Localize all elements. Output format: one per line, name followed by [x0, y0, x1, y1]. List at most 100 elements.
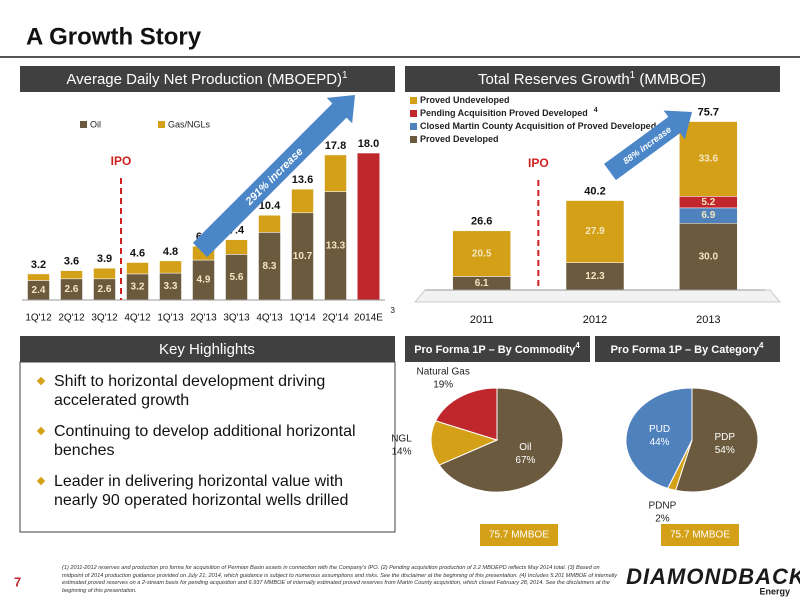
pie-slice — [438, 387, 564, 493]
total-label: 75.7 MMBOE — [670, 530, 730, 541]
slice-label: 19% — [433, 379, 453, 390]
bar-segment — [258, 214, 281, 233]
x-tick-label: 2011 — [470, 314, 494, 326]
legend-name: Closed Martin County Acquisition of Prov… — [420, 121, 656, 131]
total-label: 13.6 — [292, 174, 313, 186]
slice-label: 44% — [650, 437, 670, 448]
highlight-item: Leader in delivering horizontal value wi… — [36, 472, 366, 510]
legend-label: Oil — [90, 119, 101, 129]
x-tick-label: 4Q'12 — [124, 313, 151, 324]
pie-slice — [430, 420, 499, 466]
footnote: (1) 2011-2012 reserves and production pr… — [62, 565, 618, 594]
legend-label: Closed Martin County Acquisition of Prov… — [420, 120, 666, 132]
segment-label: 2.6 — [98, 284, 112, 295]
segment-label: 12.3 — [585, 271, 605, 282]
segment-label: 33.6 — [699, 154, 719, 165]
slice-label: 14% — [391, 446, 411, 457]
highlights-title: Key Highlights — [159, 341, 255, 358]
header-bar — [405, 336, 590, 362]
legend-label: Pending Acquisition Proved Developed 4 — [420, 107, 598, 119]
bar-segment — [452, 230, 511, 277]
segment-label: 2.6 — [65, 284, 79, 295]
arrow-shape — [192, 94, 356, 258]
segment-label: 6.1 — [475, 278, 489, 289]
legend-name: Proved Developed — [420, 134, 499, 144]
segment-label: 6.9 — [701, 210, 715, 221]
slide-title: A Growth Story — [26, 23, 202, 50]
total-label: 10.4 — [259, 200, 281, 212]
x-tick-label: 4Q'13 — [256, 313, 283, 324]
total-label: 3.2 — [31, 259, 46, 271]
legend-swatch — [158, 121, 165, 128]
bar-segment — [225, 239, 248, 255]
slice-name: Oil — [519, 442, 531, 453]
legend-label: Gas/NGLs — [168, 119, 211, 129]
category-note: 3 — [391, 306, 396, 315]
segment-label: 8.3 — [263, 261, 277, 272]
highlight-text: Leader in delivering horizontal value wi… — [54, 473, 349, 509]
arrow-shape — [604, 110, 693, 181]
x-tick-label: 2014E — [354, 313, 383, 324]
logo-tagline: Energy — [759, 586, 790, 596]
legend-swatch — [410, 110, 417, 117]
chart-title: Pro Forma 1P – By Category4 — [611, 341, 764, 356]
estimate-bar — [357, 153, 380, 300]
bar-segment — [679, 223, 738, 291]
bar-segment — [679, 121, 738, 197]
slice-name: Natural Gas — [417, 366, 470, 377]
legend-note: 4 — [594, 107, 598, 114]
chart-title: Pro Forma 1P – By Commodity4 — [414, 341, 580, 356]
bar-segment — [291, 188, 314, 214]
page-number: 7 — [14, 574, 21, 589]
legend-label: Proved Undeveloped — [420, 95, 510, 105]
total-box — [480, 524, 558, 546]
total-label: 26.6 — [471, 216, 492, 228]
slice-name: NGL — [391, 433, 412, 444]
title-text: Pro Forma 1P – By Category — [611, 344, 760, 356]
title-suffix: (MMBOE) — [635, 71, 706, 88]
header-bar — [20, 336, 395, 362]
segment-label: 13.3 — [326, 240, 346, 251]
total-label: 3.9 — [97, 253, 112, 265]
total-label: 17.8 — [325, 140, 346, 152]
bar-segment — [159, 260, 182, 274]
bullet — [36, 476, 46, 486]
pie-slice — [674, 387, 759, 493]
bar-segment — [27, 273, 50, 281]
title-note: 4 — [575, 341, 580, 350]
segment-label: 2.4 — [32, 285, 46, 296]
header-bar — [595, 336, 780, 362]
chart-title: Average Daily Net Production (MBOEPD)1 — [66, 70, 348, 88]
slice-name: PDNP — [649, 500, 677, 511]
bar-segment — [126, 262, 149, 275]
slice-label: 2% — [655, 513, 670, 524]
title-text: Total Reserves Growth — [478, 71, 630, 88]
x-tick-label: 2Q'13 — [190, 313, 217, 324]
slice-name: PUD — [649, 424, 670, 435]
total-label: 75.7 — [698, 106, 719, 118]
x-tick-label: 2012 — [583, 314, 607, 326]
segment-label: 4.9 — [197, 275, 211, 286]
legend-swatch — [410, 123, 417, 130]
x-tick-label: 1Q'14 — [289, 313, 316, 324]
x-tick-label: 1Q'12 — [25, 313, 52, 324]
highlight-text: Continuing to develop additional horizon… — [54, 423, 356, 459]
legend-swatch — [80, 121, 87, 128]
header-bar — [405, 66, 780, 92]
segment-label: 3.3 — [164, 281, 178, 292]
bar-segment — [565, 200, 625, 263]
total-label: 75.7 MMBOE — [489, 530, 549, 541]
total-box — [661, 524, 739, 546]
bar-segment — [324, 154, 347, 192]
segment-label: 5.2 — [701, 197, 715, 208]
highlights-box — [19, 361, 396, 533]
total-label: 4.6 — [130, 247, 145, 259]
title-text: Average Daily Net Production (MBOEPD) — [66, 71, 342, 88]
highlight-text: Shift to horizontal development driving … — [54, 373, 326, 409]
legend-swatch — [410, 136, 417, 143]
highlight-item: Continuing to develop additional horizon… — [36, 422, 366, 460]
x-tick-label: 2Q'12 — [58, 313, 85, 324]
pie-slice — [625, 387, 693, 489]
x-tick-label: 2013 — [696, 314, 720, 326]
